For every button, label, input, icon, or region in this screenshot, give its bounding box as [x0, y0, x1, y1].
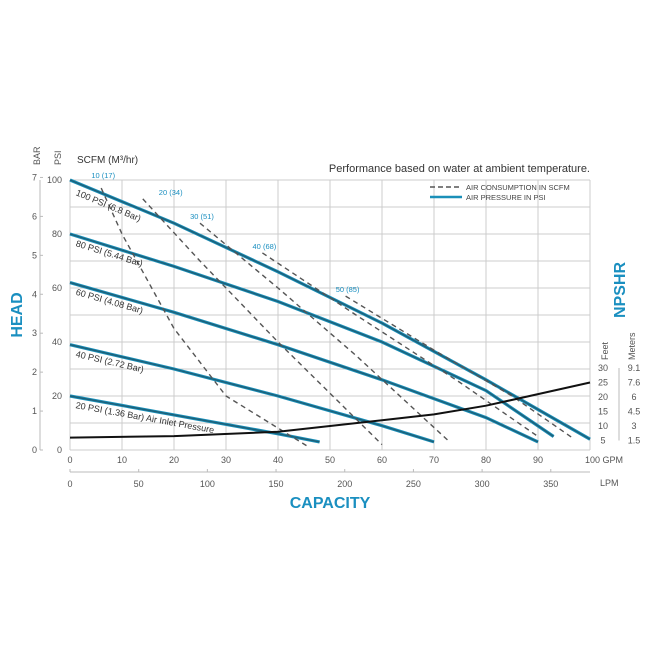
- x-axis-label: CAPACITY: [290, 495, 371, 512]
- x-tick-label: 20: [169, 455, 179, 465]
- bar-tick-label: 4: [32, 289, 37, 299]
- scfm-label: SCFM (M³/hr): [77, 155, 138, 166]
- bar-tick-label: 0: [32, 445, 37, 455]
- x-tick-label: 30: [221, 455, 231, 465]
- npshr-curve: [69, 381, 591, 439]
- air-consumption-curve: [345, 295, 575, 440]
- pressure-curve-core: [69, 344, 435, 443]
- y-axis-label: HEAD: [9, 292, 26, 337]
- bar-tick-label: 6: [32, 211, 37, 221]
- bar-unit: BAR: [32, 146, 42, 165]
- npshr-feet-tick: 25: [598, 378, 608, 388]
- pressure-curve-core: [69, 233, 554, 438]
- lpm-tick-label: 300: [475, 479, 490, 489]
- air-consumption-label: 40 (68): [253, 242, 277, 251]
- npshr-meter-tick: 1.5: [628, 436, 641, 446]
- lpm-tick-label: 100: [200, 479, 215, 489]
- npshr-meters-unit: Meters: [627, 332, 637, 360]
- npshr-feet-unit: Feet: [600, 341, 610, 360]
- lpm-unit: LPM: [600, 478, 619, 488]
- y2-axis-label: NPSHR: [612, 262, 629, 318]
- lpm-tick-label: 150: [269, 479, 284, 489]
- npshr-feet-tick: 5: [600, 436, 605, 446]
- legend-air: AIR CONSUMPTION IN SCFM: [466, 183, 570, 192]
- chart-note: Performance based on water at ambient te…: [329, 163, 590, 175]
- air-consumption-curve: [262, 252, 539, 438]
- air-consumption-curve: [142, 198, 383, 446]
- bar-tick-label: 5: [32, 250, 37, 260]
- x-tick-label: 90: [533, 455, 543, 465]
- npshr-feet-tick: 20: [598, 392, 608, 402]
- psi-tick-label: 60: [52, 283, 62, 293]
- bar-tick-label: 7: [32, 172, 37, 182]
- legend: AIR CONSUMPTION IN SCFM AIR PRESSURE IN …: [430, 183, 570, 202]
- psi-tick-label: 100: [47, 175, 62, 185]
- x-tick-label: 80: [481, 455, 491, 465]
- air-consumption-label: 20 (34): [159, 188, 183, 197]
- npshr-feet-tick: 10: [598, 421, 608, 431]
- npshr-meter-tick: 3: [631, 421, 636, 431]
- psi-tick-label: 0: [57, 445, 62, 455]
- x-tick-label: 40: [273, 455, 283, 465]
- npshr-meter-tick: 4.5: [628, 407, 641, 417]
- x-tick-label: 100 GPM: [585, 455, 623, 465]
- air-consumption-label: 50 (85): [336, 285, 360, 294]
- npshr-meter-tick: 9.1: [628, 363, 641, 373]
- npshr-meter-tick: 6: [631, 392, 636, 402]
- psi-unit: PSI: [53, 150, 63, 165]
- lpm-tick-label: 350: [543, 479, 558, 489]
- npshr-meter-tick: 7.6: [628, 378, 641, 388]
- lpm-tick-label: 200: [337, 479, 352, 489]
- x-tick-label: 10: [117, 455, 127, 465]
- psi-tick-label: 20: [52, 391, 62, 401]
- pressure-curve-core: [69, 179, 591, 440]
- pressure-curve-core: [69, 395, 320, 443]
- legend-pressure: AIR PRESSURE IN PSI: [466, 193, 546, 202]
- air-consumption-label: 30 (51): [190, 212, 214, 221]
- lpm-tick-label: 250: [406, 479, 421, 489]
- pressure-curve-core: [69, 281, 539, 443]
- bar-tick-label: 1: [32, 406, 37, 416]
- npshr-feet-tick: 15: [598, 407, 608, 417]
- lpm-tick-label: 50: [134, 479, 144, 489]
- bar-tick-label: 2: [32, 367, 37, 377]
- bar-tick-label: 3: [32, 328, 37, 338]
- psi-tick-label: 40: [52, 337, 62, 347]
- x-tick-label: 70: [429, 455, 439, 465]
- x-tick-label: 60: [377, 455, 387, 465]
- lpm-tick-label: 0: [67, 479, 72, 489]
- npshr-feet-tick: 30: [598, 363, 608, 373]
- x-tick-label: 50: [325, 455, 335, 465]
- x-tick-label: 0: [67, 455, 72, 465]
- air-consumption-label: 10 (17): [91, 171, 115, 180]
- psi-tick-label: 80: [52, 229, 62, 239]
